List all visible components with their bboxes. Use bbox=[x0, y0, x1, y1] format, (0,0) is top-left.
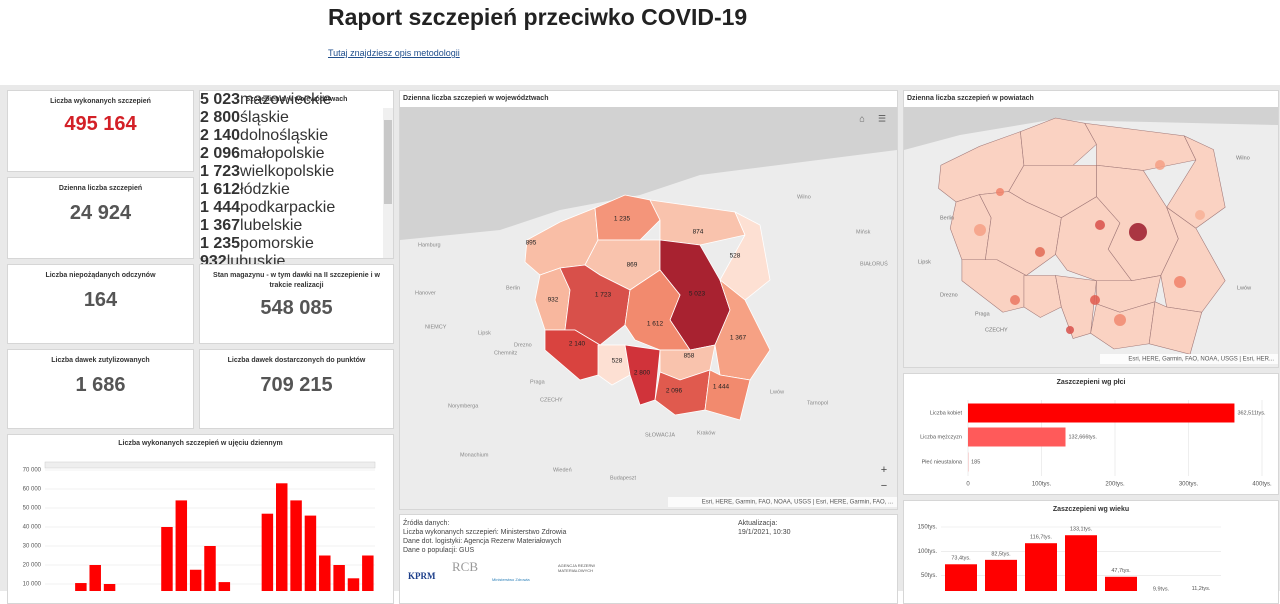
list-row: 2 140dolnośląskie bbox=[200, 127, 393, 145]
card: Liczba dawek dostarczonych do punktów 70… bbox=[199, 349, 394, 429]
province-count: 1 367 bbox=[200, 217, 240, 234]
map-panel: Dzienna liczba szczepień w województwach bbox=[399, 90, 898, 510]
logo: KPRM bbox=[408, 571, 436, 581]
page-title: Raport szczepień przeciwko COVID-19 bbox=[328, 4, 747, 31]
list-row: 1 367lubelskie bbox=[200, 217, 393, 235]
list-row: 1 612łódzkie bbox=[200, 181, 393, 199]
card-label: Liczba dawek dostarczonych do punktów bbox=[206, 356, 387, 366]
list-row: 1 444podkarpackie bbox=[200, 199, 393, 217]
logo: RCB bbox=[452, 559, 478, 575]
county-map-panel: Dzienna liczba szczepień w powiatach bbox=[903, 90, 1279, 368]
province-count: 2 800 bbox=[200, 109, 240, 126]
scroll-thumb[interactable] bbox=[384, 120, 392, 204]
province-name: wielkopolskie bbox=[240, 163, 334, 180]
card-value: 548 085 bbox=[200, 297, 393, 320]
chart-title: Liczba wykonanych szczepień w ujęciu dzi… bbox=[8, 440, 393, 447]
logo: AGENCJA REZERW MATERIAŁOWYCH bbox=[558, 563, 610, 573]
card-value: 495 164 bbox=[8, 113, 193, 136]
province-count: 1 444 bbox=[200, 199, 240, 216]
logo: Ministerstwo Zdrowia bbox=[492, 575, 530, 584]
province-count: 2 140 bbox=[200, 127, 240, 144]
chart-title: Zaszczepieni wg płci bbox=[904, 379, 1278, 386]
card: Dzienna liczba szczepień 24 924 bbox=[7, 177, 194, 259]
card: Liczba dawek zutylizowanych 1 686 bbox=[7, 349, 194, 429]
province-name: lubelskie bbox=[240, 217, 302, 234]
card-label: Liczba wykonanych szczepień bbox=[14, 97, 187, 107]
chart-panel: Zaszczepieni wg wieku bbox=[903, 500, 1279, 604]
card: Liczba wykonanych szczepień 495 164 bbox=[7, 90, 194, 172]
card-value: 164 bbox=[8, 289, 193, 312]
card-label: Stan magazynu - w tym dawki na II szczep… bbox=[206, 271, 387, 291]
province-name: łódzkie bbox=[240, 181, 290, 198]
province-name: podkarpackie bbox=[240, 199, 335, 216]
card: Liczba niepożądanych odczynów 164 bbox=[7, 264, 194, 344]
chart-panel: Zaszczepieni wg płci bbox=[903, 373, 1279, 495]
scrollbar[interactable] bbox=[383, 108, 393, 258]
province-name: pomorskie bbox=[240, 235, 314, 252]
province-count: 1 723 bbox=[200, 163, 240, 180]
list-title: Szczepienia w województwach bbox=[200, 96, 393, 103]
sources-heading: Źródła danych: bbox=[403, 519, 449, 528]
card-value: 709 215 bbox=[200, 374, 393, 397]
methodology-link[interactable]: Tutaj znajdziesz opis metodologii bbox=[328, 48, 460, 58]
card-label: Liczba dawek zutylizowanych bbox=[14, 356, 187, 366]
province-count: 2 096 bbox=[200, 145, 240, 162]
province-count: 1 612 bbox=[200, 181, 240, 198]
map-title: Dzienna liczba szczepień w powiatach bbox=[907, 95, 1034, 102]
update-value: 19/1/2021, 10:30 bbox=[738, 528, 791, 537]
list-row: 2 800śląskie bbox=[200, 109, 393, 127]
card-label: Dzienna liczba szczepień bbox=[14, 184, 187, 194]
card: Stan magazynu - w tym dawki na II szczep… bbox=[199, 264, 394, 344]
chart-title: Zaszczepieni wg wieku bbox=[904, 506, 1278, 513]
province-name: dolnośląskie bbox=[240, 127, 328, 144]
province-name: śląskie bbox=[240, 109, 289, 126]
province-list: Szczepienia w województwach 5 023mazowie… bbox=[199, 90, 394, 259]
source-line: Dane o populacji: GUS bbox=[403, 546, 474, 555]
source-line: Liczba wykonanych szczepień: Ministerstw… bbox=[403, 528, 566, 537]
list-row: 1 235pomorskie bbox=[200, 235, 393, 253]
card-label: Liczba niepożądanych odczynów bbox=[14, 271, 187, 281]
update-label: Aktualizacja: bbox=[738, 519, 777, 528]
province-count: 1 235 bbox=[200, 235, 240, 252]
chart-panel: Liczba wykonanych szczepień w ujęciu dzi… bbox=[7, 434, 394, 604]
list-row: 1 723wielkopolskie bbox=[200, 163, 393, 181]
map-title: Dzienna liczba szczepień w województwach bbox=[403, 95, 548, 102]
list-row: 2 096małopolskie bbox=[200, 145, 393, 163]
province-name: małopolskie bbox=[240, 145, 324, 162]
source-line: Dane dot. logistyki: Agencja Rezerw Mate… bbox=[403, 537, 561, 546]
page: Raport szczepień przeciwko COVID-19 Tuta… bbox=[0, 0, 1280, 591]
card-value: 1 686 bbox=[8, 374, 193, 397]
card-value: 24 924 bbox=[8, 202, 193, 225]
